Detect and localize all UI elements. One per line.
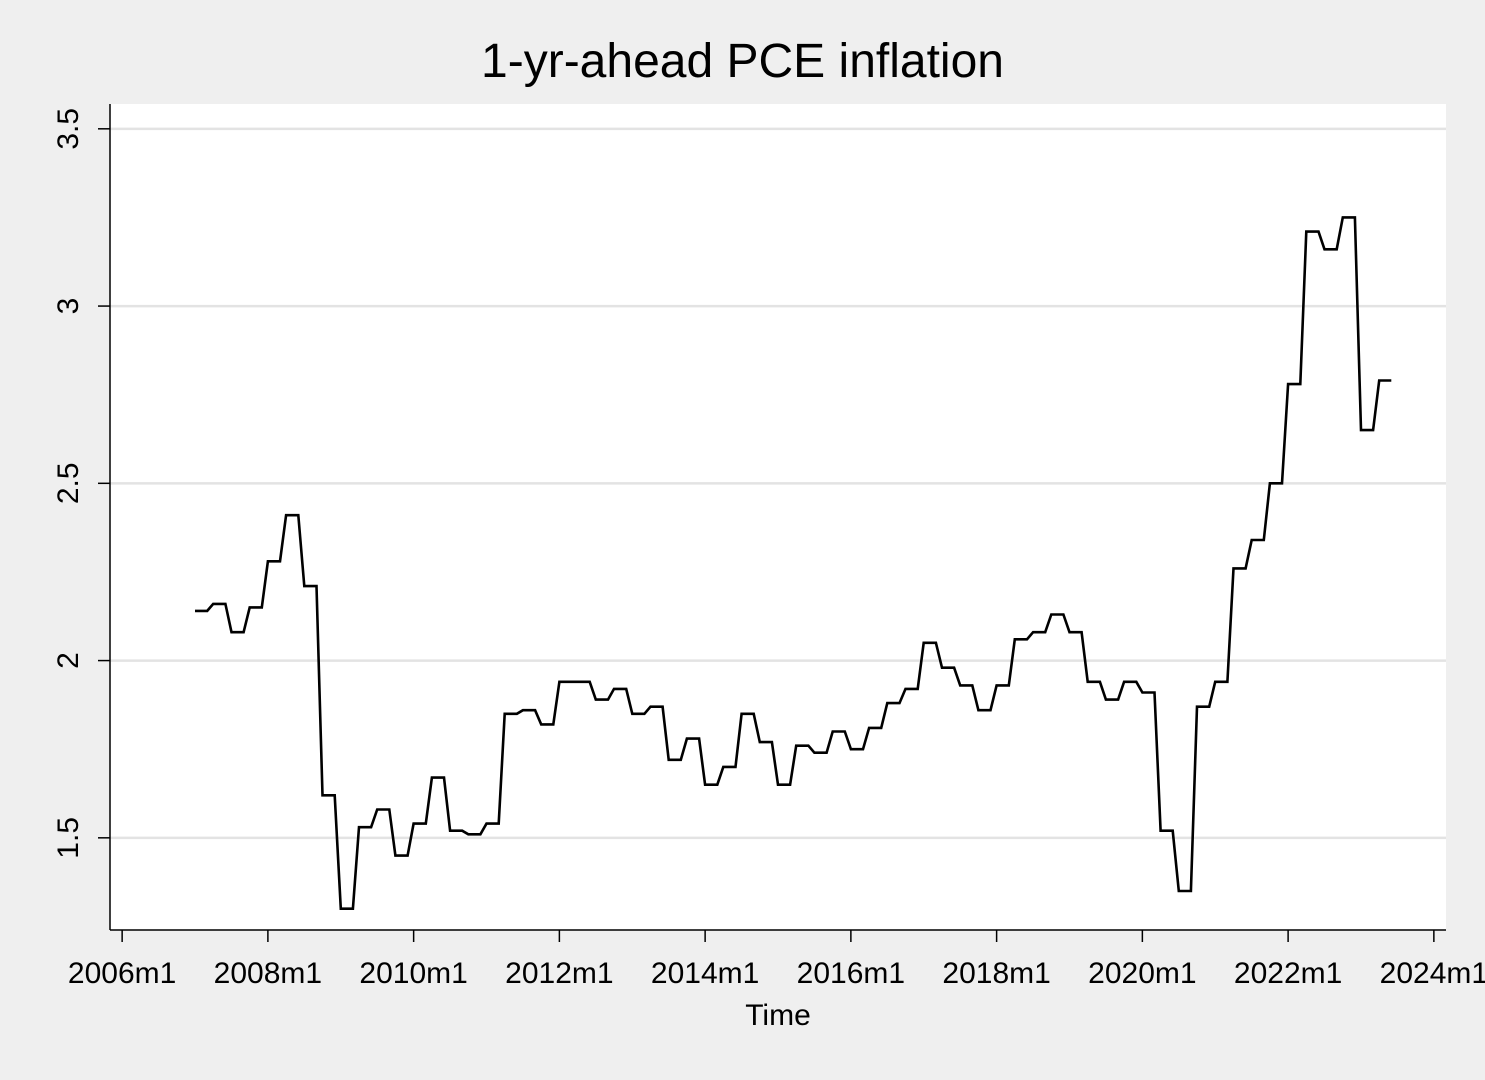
x-tick-label: 2018m1 (942, 957, 1050, 990)
x-axis-title: Time (745, 999, 811, 1032)
y-tick-label: 2 (52, 652, 85, 669)
x-tick-label: 2008m1 (214, 957, 322, 990)
x-tick-label: 2016m1 (797, 957, 905, 990)
y-axis: 1.5 2 2.5 3 3.5 (52, 108, 110, 859)
x-tick-label: 2020m1 (1088, 957, 1196, 990)
y-tick-label: 1.5 (52, 817, 85, 859)
x-tick-label: 2012m1 (505, 957, 613, 990)
y-tick-label: 3 (52, 298, 85, 315)
x-axis: 2006m1 2008m1 2010m1 2012m1 2014m1 2016m1 2018… (68, 930, 1485, 990)
chart-title: 1-yr-ahead PCE inflation (481, 35, 1004, 88)
x-tick-label: 2010m1 (359, 957, 467, 990)
y-tick-label: 2.5 (52, 462, 85, 504)
plot-area (110, 104, 1446, 930)
x-tick-label: 2024m1 (1380, 957, 1485, 990)
y-tick-label: 3.5 (52, 108, 85, 150)
series-line (195, 216, 1392, 910)
gridlines (110, 127, 1446, 840)
x-tick-label: 2006m1 (68, 957, 176, 990)
x-tick-label: 2014m1 (651, 957, 759, 990)
x-tick-label: 2022m1 (1234, 957, 1342, 990)
